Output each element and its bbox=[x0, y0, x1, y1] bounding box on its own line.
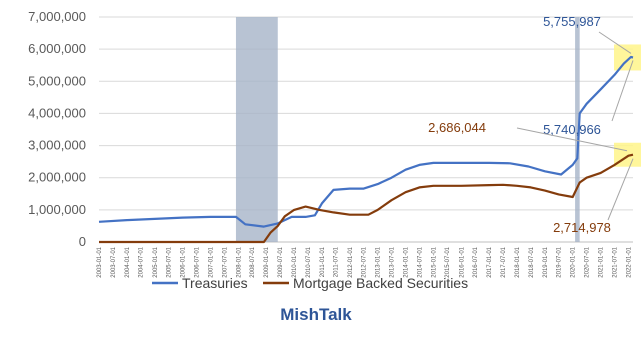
recession-band bbox=[575, 17, 580, 242]
x-tick-label: 2005-01-01 bbox=[153, 246, 159, 277]
x-tick-label: 2016-07-01 bbox=[473, 246, 479, 277]
x-tick-label: 2009-07-01 bbox=[278, 246, 284, 277]
y-tick-label: 5,000,000 bbox=[28, 73, 86, 88]
x-axis-ticks: 2003-01-01 2003-07-01 2004-01-01 2004-07-01… bbox=[97, 246, 632, 277]
annotation-highlights bbox=[614, 44, 641, 167]
y-axis-ticks: 0 1,000,000 2,000,000 3,000,000 4,000,000 5,0… bbox=[28, 9, 86, 249]
annotation-label: 5,740,966 bbox=[543, 122, 601, 137]
x-tick-label: 2008-07-01 bbox=[250, 246, 256, 277]
x-tick-label: 2003-07-01 bbox=[111, 246, 117, 277]
x-tick-label: 2003-01-01 bbox=[97, 246, 103, 277]
x-tick-label: 2015-01-01 bbox=[431, 246, 437, 277]
annotation-leader bbox=[611, 60, 634, 122]
gridlines bbox=[99, 16, 633, 243]
x-tick-label: 2019-01-01 bbox=[543, 246, 549, 277]
x-tick-label: 2011-07-01 bbox=[334, 246, 340, 277]
y-tick-label: 0 bbox=[79, 234, 86, 249]
x-tick-label: 2006-01-01 bbox=[181, 246, 187, 277]
x-tick-label: 2006-07-01 bbox=[194, 246, 200, 277]
x-tick-label: 2020-07-01 bbox=[585, 246, 591, 277]
series-line-mbs bbox=[99, 153, 634, 244]
legend-label-treasuries: Treasuries bbox=[182, 275, 248, 291]
x-tick-label: 2007-07-01 bbox=[222, 246, 228, 277]
x-tick-label: 2013-07-01 bbox=[390, 246, 396, 277]
y-tick-label: 3,000,000 bbox=[28, 138, 86, 153]
y-tick-label: 7,000,000 bbox=[28, 9, 86, 24]
highlight-treasuries bbox=[614, 44, 641, 71]
x-tick-label: 2014-01-01 bbox=[404, 246, 410, 277]
x-tick-label: 2010-01-01 bbox=[292, 246, 298, 277]
x-tick-label: 2017-01-01 bbox=[487, 246, 493, 277]
annotation-label: 2,714,978 bbox=[553, 220, 611, 235]
x-tick-label: 2020-01-01 bbox=[571, 246, 577, 277]
annotations: 5,755,987 5,740,966 2,686,044 2,714,978 bbox=[428, 14, 634, 235]
x-tick-label: 2018-07-01 bbox=[529, 246, 535, 277]
x-tick-label: 2009-01-01 bbox=[264, 246, 270, 277]
annotation-leader bbox=[516, 127, 628, 152]
recession-bands bbox=[235, 17, 580, 242]
legend: Treasuries Mortgage Backed Securities bbox=[152, 275, 468, 291]
x-tick-label: 2017-07-01 bbox=[501, 246, 507, 277]
x-tick-label: 2021-07-01 bbox=[612, 246, 618, 277]
annotation-leader bbox=[607, 158, 634, 221]
x-tick-label: 2016-01-01 bbox=[459, 246, 465, 277]
brand-label: MishTalk bbox=[280, 305, 352, 324]
x-tick-label: 2012-07-01 bbox=[362, 246, 368, 277]
annotation-leader bbox=[598, 31, 632, 54]
y-tick-label: 1,000,000 bbox=[28, 202, 86, 217]
x-tick-label: 2012-01-01 bbox=[348, 246, 354, 277]
x-tick-label: 2004-07-01 bbox=[139, 246, 145, 277]
recession-band bbox=[235, 17, 278, 242]
x-tick-label: 2015-07-01 bbox=[445, 246, 451, 277]
x-tick-label: 2014-07-01 bbox=[417, 246, 423, 277]
x-tick-label: 2013-01-01 bbox=[376, 246, 382, 277]
y-tick-label: 4,000,000 bbox=[28, 105, 86, 120]
x-tick-label: 2008-01-01 bbox=[236, 246, 242, 277]
annotation-label: 5,755,987 bbox=[543, 14, 601, 29]
series-line-treasuries bbox=[98, 55, 634, 228]
y-tick-label: 2,000,000 bbox=[28, 170, 86, 185]
x-tick-label: 2007-01-01 bbox=[208, 246, 214, 277]
x-tick-label: 2010-07-01 bbox=[306, 246, 312, 277]
series-lines bbox=[98, 55, 634, 244]
legend-label-mbs: Mortgage Backed Securities bbox=[293, 275, 468, 291]
x-tick-label: 2021-01-01 bbox=[599, 246, 605, 277]
x-tick-label: 2019-07-01 bbox=[557, 246, 563, 277]
x-tick-label: 2004-01-01 bbox=[125, 246, 131, 277]
x-tick-label: 2018-01-01 bbox=[515, 246, 521, 277]
annotation-label: 2,686,044 bbox=[428, 120, 486, 135]
x-tick-label: 2005-07-01 bbox=[167, 246, 173, 277]
x-tick-label: 2011-01-01 bbox=[320, 246, 326, 277]
y-tick-label: 6,000,000 bbox=[28, 41, 86, 56]
x-tick-label: 2022-01-01 bbox=[626, 246, 632, 277]
